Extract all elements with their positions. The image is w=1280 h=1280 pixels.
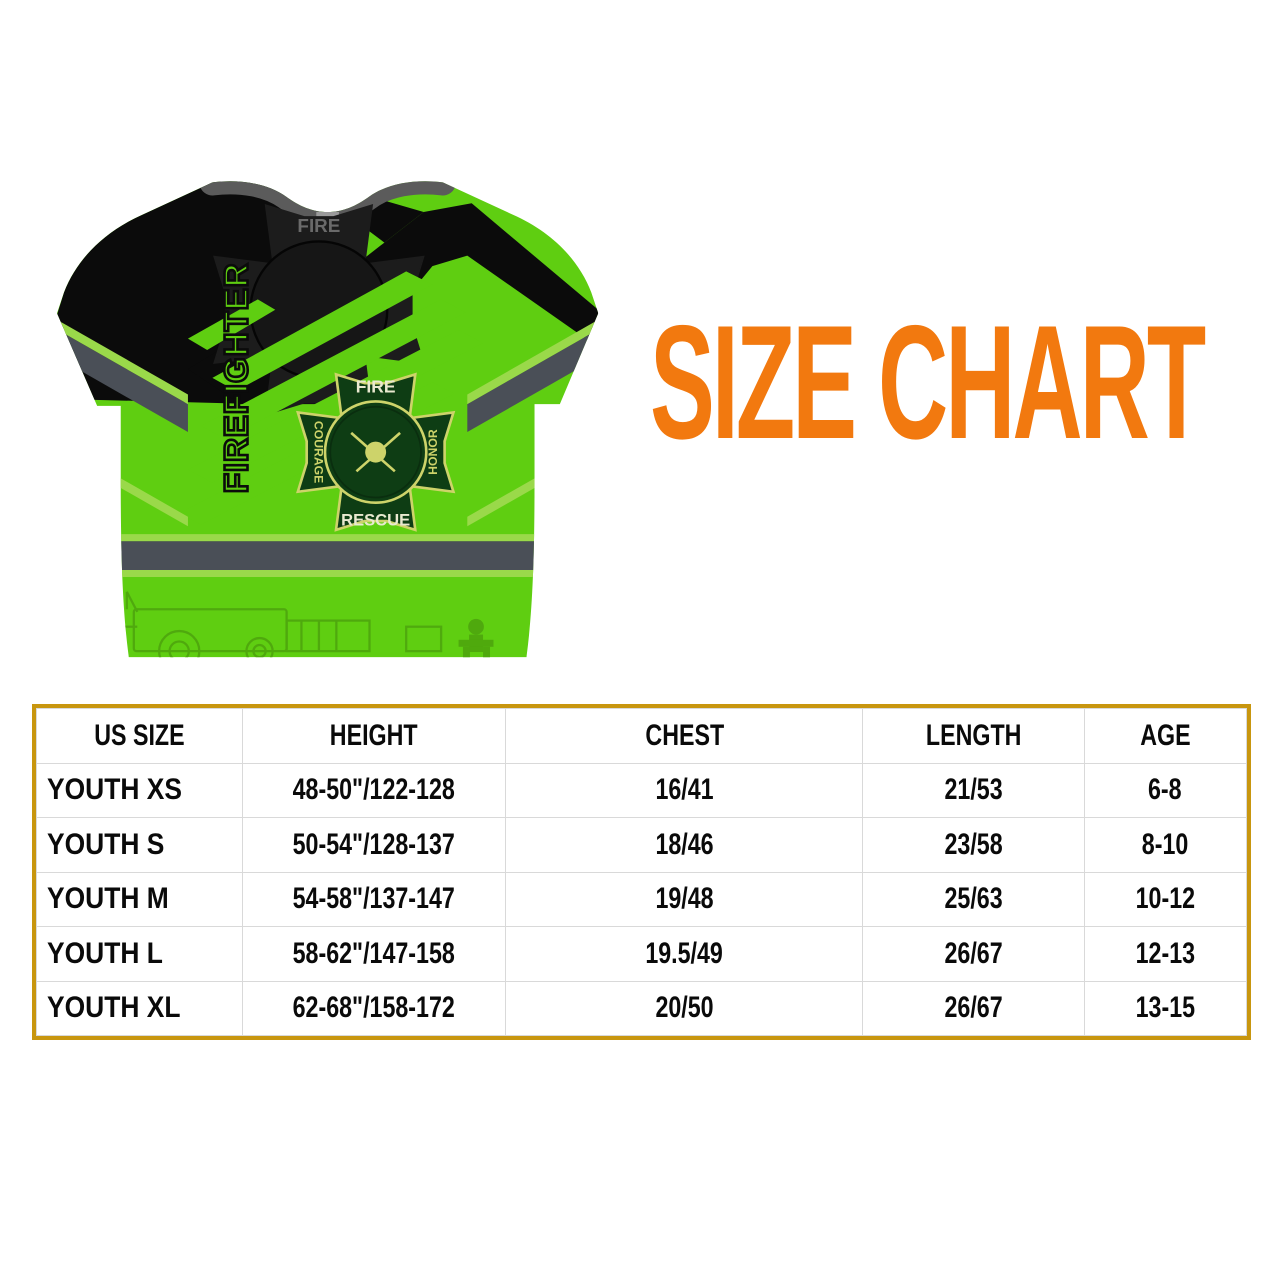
svg-text:COURAGE: COURAGE [312,421,326,483]
svg-text:RESCUE: RESCUE [341,510,410,529]
svg-text:FIRE: FIRE [356,377,396,397]
svg-text:FIREFIGHTER: FIREFIGHTER [218,263,255,494]
svg-text:HONOR: HONOR [426,429,440,475]
svg-text:FIRE: FIRE [297,215,340,236]
